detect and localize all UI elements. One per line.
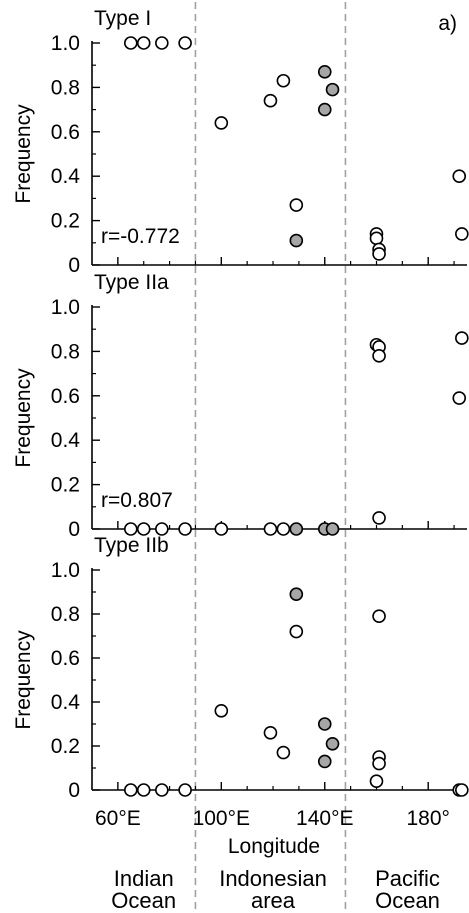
panel-type-iib: 0 0.2 0.4 0.6 0.8 1.0 Type IIb Frequency [12, 534, 469, 802]
y-tick-label: 0.2 [51, 210, 80, 233]
data-point-open [155, 783, 169, 797]
data-point-filled [325, 522, 340, 536]
data-point-open [372, 349, 386, 363]
data-point-open [123, 783, 138, 797]
data-point-open [155, 522, 169, 536]
data-point-open [263, 725, 278, 740]
data-point-open [214, 116, 229, 130]
panel-type-iia: 0 0.2 0.4 0.6 0.8 1.0 Type IIa Frequency r=0.807 [12, 271, 469, 541]
corner-label: a) [438, 12, 457, 35]
data-point-open [123, 522, 138, 536]
data-point-filled [325, 736, 340, 751]
y-axis-label: Frequency [12, 630, 35, 730]
y-tick-label: 0.6 [51, 647, 80, 670]
y-tick-label: 0.8 [51, 340, 80, 363]
region-labels: Indian Ocean Indonesian area Pacific Ocean [111, 866, 440, 913]
data-point-open [136, 783, 151, 797]
data-point-open [123, 36, 138, 50]
y-tick-label: 1.0 [51, 32, 80, 55]
data-point-open [455, 227, 469, 241]
y-tick-label: 0.2 [51, 735, 80, 758]
data-point-open [263, 522, 278, 536]
y-tick-label: 0.4 [51, 691, 81, 714]
data-point-open [289, 198, 304, 212]
data-point-open [178, 783, 192, 797]
data-point-open [372, 511, 386, 525]
data-point-open [214, 703, 229, 718]
panel-title: Type IIb [94, 534, 169, 557]
region-dividers [194, 2, 347, 913]
data-point-filled [289, 522, 304, 536]
y-tick-label: 0.4 [51, 429, 81, 452]
y-tick-label: 1.0 [51, 296, 80, 319]
y-tick-label: 0.8 [51, 76, 80, 99]
panel-title: Type I [94, 7, 151, 30]
x-tick-labels: 60°E 100°E 140°E 180° [95, 807, 450, 830]
correlation-label: r=-0.772 [101, 225, 180, 248]
correlation-label: r=0.807 [101, 489, 173, 512]
data-point-open [276, 73, 291, 88]
data-point-open [372, 756, 386, 771]
y-tick-label: 0.6 [51, 385, 80, 408]
y-tick-label: 0 [68, 779, 80, 802]
y-tick-label: 0.4 [51, 165, 81, 188]
y-tick-label: 0.8 [51, 603, 80, 626]
data-point-open [178, 36, 192, 50]
x-tick-label: 140°E [296, 807, 353, 830]
y-tick-label: 0 [68, 254, 80, 277]
data-point-open [372, 609, 386, 624]
data-point-open [155, 36, 169, 50]
x-tick-label: 180° [406, 807, 449, 830]
data-point-filled [289, 233, 304, 248]
data-point-filled [289, 587, 304, 602]
data-point-open [369, 231, 384, 246]
data-point-filled [317, 102, 332, 117]
x-tick-label: 60°E [95, 807, 141, 830]
data-point-open [452, 391, 467, 405]
data-point-open [178, 522, 192, 536]
data-point-open [263, 93, 278, 108]
y-axis-label: Frequency [12, 104, 35, 204]
data-point-filled [325, 82, 340, 97]
data-point-filled [317, 754, 332, 769]
data-point-open [455, 331, 469, 345]
data-point-open [276, 522, 291, 536]
data-point-open [276, 745, 291, 760]
data-point-filled [317, 65, 332, 79]
y-axis-label: Frequency [12, 368, 35, 468]
data-point-open [214, 522, 229, 536]
data-point-open [452, 169, 467, 183]
y-tick-label: 0 [68, 518, 80, 541]
data-point-open [136, 522, 151, 536]
data-point-open [455, 783, 469, 797]
panel-type-i: 0 0.2 0.4 0.6 0.8 1.0 Type I Frequency r=-0.772 [12, 7, 469, 277]
y-tick-label: 1.0 [51, 559, 80, 582]
region-label-indonesian-area: Indonesian area [219, 866, 327, 913]
x-axis-label: Longitude [228, 835, 320, 858]
x-tick-label: 100°E [193, 807, 250, 830]
data-point-open [369, 774, 384, 789]
y-tick-label: 0.6 [51, 121, 80, 144]
y-tick-label: 0.2 [51, 474, 80, 497]
region-label-pacific-ocean: Pacific Ocean [375, 866, 440, 913]
data-point-open [372, 247, 386, 261]
data-point-filled [317, 717, 332, 731]
region-label-indian-ocean: Indian Ocean [111, 866, 176, 913]
data-point-open [289, 624, 304, 639]
data-point-open [136, 36, 151, 50]
panel-title: Type IIa [94, 271, 169, 294]
